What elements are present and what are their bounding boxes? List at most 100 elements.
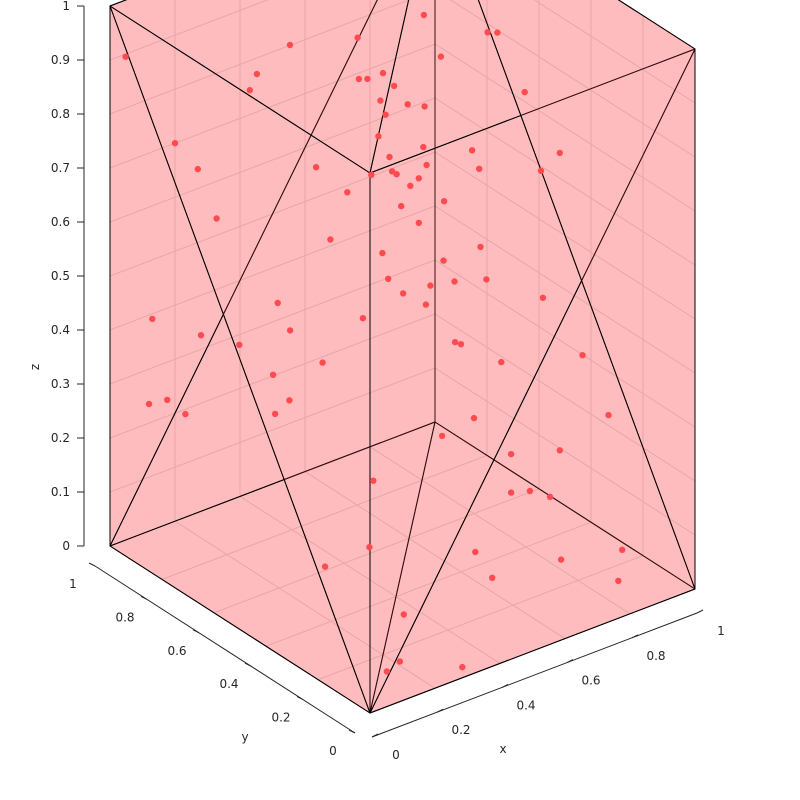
- data-point-36: [344, 189, 351, 196]
- x-tick-label-0: 0: [392, 748, 400, 762]
- data-point-72: [546, 493, 554, 500]
- grid-floor-y-4: [161, 454, 488, 580]
- y-axis-line: [94, 565, 356, 734]
- hull-triangle-10: [477, 0, 696, 590]
- grid-wall-zy-6: [109, 97, 436, 223]
- data-point-54: [476, 165, 483, 172]
- x-tick-label-4: 0.8: [646, 649, 665, 663]
- data-point-57: [359, 315, 367, 322]
- data-point-67: [472, 548, 479, 556]
- z-tick-label-3: 0.3: [51, 377, 70, 391]
- data-point-17: [364, 75, 371, 83]
- data-point-39: [194, 165, 201, 173]
- data-point-2: [246, 87, 253, 94]
- x-tick-label-1: 0.2: [451, 723, 470, 737]
- data-point-13: [377, 97, 384, 104]
- grid-floor-y-3: [213, 488, 540, 614]
- grid-floor-x-4: [369, 446, 631, 615]
- data-point-0: [122, 53, 129, 60]
- data-point-27: [379, 249, 386, 257]
- data-point-90: [507, 489, 515, 496]
- data-point-41: [213, 215, 220, 222]
- z-tick-label-5: 0.5: [51, 269, 70, 283]
- data-point-63: [483, 276, 490, 283]
- data-point-76: [396, 658, 404, 665]
- grid-wall-zx-1: [434, 367, 696, 536]
- grid-wall-zx-9: [533, 0, 696, 104]
- data-point-66: [498, 358, 505, 366]
- data-point-61: [269, 371, 277, 378]
- z-tick-label-0: 0: [62, 539, 70, 553]
- data-point-78: [400, 611, 407, 618]
- data-point-40: [457, 341, 465, 348]
- data-point-55: [390, 82, 398, 90]
- data-point-82: [274, 299, 281, 307]
- data-point-65: [470, 414, 478, 422]
- y-tick-label-5: 1: [69, 577, 77, 591]
- z-tick-label-4: 0.4: [51, 323, 70, 337]
- grid-wall-zy-9: [109, 0, 269, 61]
- data-point-49: [521, 88, 528, 96]
- data-point-38: [319, 359, 326, 366]
- data-point-53: [423, 161, 430, 169]
- data-point-32: [354, 34, 361, 41]
- data-point-37: [368, 171, 375, 179]
- z-tick-label-6: 0.6: [51, 215, 70, 229]
- data-point-16: [375, 133, 382, 140]
- data-point-62: [236, 341, 243, 348]
- x-tick-5: [696, 609, 704, 614]
- grid-wall-zy-1: [109, 367, 436, 493]
- z-axis-label: z: [28, 364, 42, 370]
- grid-wall-zy-7: [109, 43, 436, 169]
- data-point-93: [539, 294, 547, 301]
- data-point-30: [398, 202, 405, 210]
- grid-floor-y-1: [317, 555, 644, 681]
- y-tick-label-4: 0.8: [115, 610, 134, 624]
- y-tick-4: [140, 595, 148, 600]
- data-point-74: [619, 546, 626, 553]
- x-tick-4: [631, 634, 639, 639]
- data-point-85: [197, 332, 205, 339]
- data-point-29: [399, 290, 407, 297]
- data-point-64: [477, 243, 484, 251]
- data-point-46: [420, 143, 427, 151]
- data-point-1: [171, 140, 179, 147]
- data-point-45: [415, 175, 422, 182]
- x-axis-line: [371, 612, 698, 738]
- z-tick-label-7: 0.7: [51, 161, 70, 175]
- data-point-24: [437, 53, 445, 60]
- data-point-73: [556, 447, 563, 454]
- z-tick-label-2: 0.2: [51, 431, 70, 445]
- data-point-5: [468, 147, 476, 154]
- data-point-71: [557, 556, 565, 563]
- grid-wall-zy-8: [109, 0, 411, 115]
- x-tick-label-3: 0.6: [581, 674, 600, 688]
- x-tick-1: [436, 708, 444, 713]
- data-point-6: [484, 29, 491, 36]
- data-point-20: [451, 278, 458, 285]
- y-tick-label-3: 0.6: [167, 644, 186, 658]
- hull-triangle-2: [369, 0, 696, 174]
- y-tick-label-1: 0.2: [271, 711, 290, 725]
- data-point-22: [420, 11, 428, 19]
- x-tick-label-5: 1: [717, 624, 725, 638]
- data-point-12: [382, 111, 389, 118]
- y-tick-2: [244, 662, 252, 667]
- data-point-47: [421, 103, 428, 110]
- data-point-48: [494, 29, 501, 36]
- axis-layer: [77, 5, 704, 738]
- x-tick-0: [371, 733, 379, 738]
- y-tick-label-0: 0: [329, 744, 337, 758]
- data-point-35: [556, 149, 563, 157]
- data-point-89: [440, 257, 447, 264]
- data-point-31: [386, 153, 393, 161]
- grid-wall-zy-4: [109, 205, 436, 331]
- z-tick-label-9: 0.9: [51, 53, 70, 67]
- data-point-43: [145, 400, 153, 408]
- grid-wall-zy-3: [109, 259, 436, 385]
- data-point-91: [605, 411, 612, 419]
- data-point-56: [385, 275, 392, 282]
- grid-floor-y-2: [265, 521, 592, 647]
- data-point-77: [459, 663, 466, 671]
